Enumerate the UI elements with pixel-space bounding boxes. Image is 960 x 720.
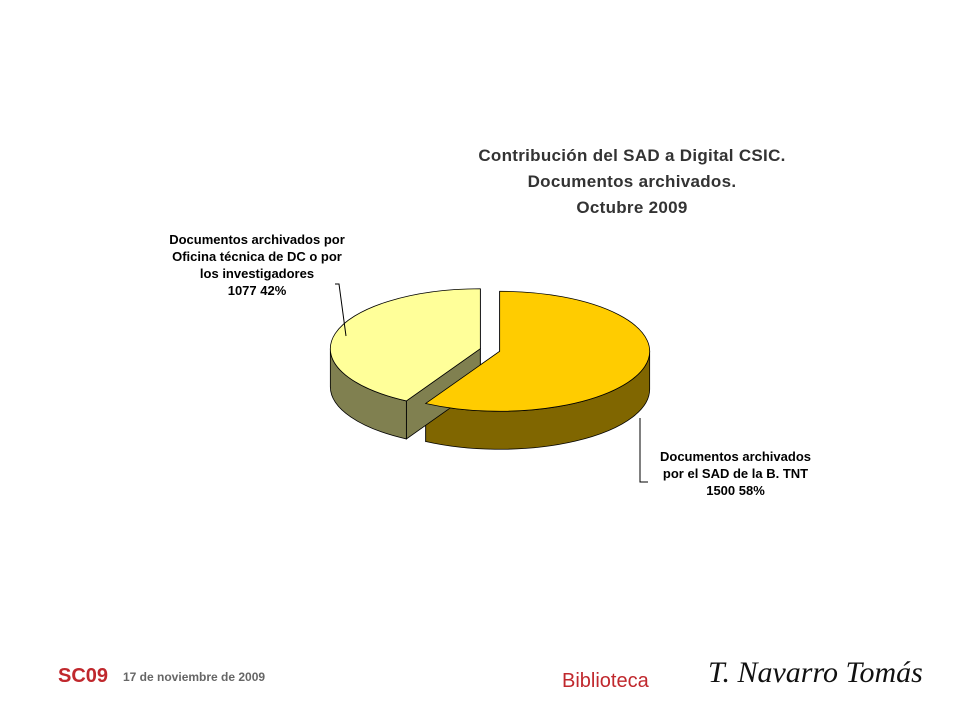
value-label: 1077 42% [227,283,287,298]
leader-line [335,283,347,337]
signature: T. Navarro Tomás [708,656,923,689]
footer-department: Biblioteca [562,670,649,692]
chart-title: Contribución del SAD a Digital CSIC. [478,146,786,165]
category-label: Documentos archivados por Oficina técnic… [169,232,345,281]
leader-line [639,418,648,483]
footer-code: SC09 [58,665,109,687]
slice-label: Documentos archivados por Oficina técnic… [162,231,352,299]
slice [329,288,481,402]
value-label: 1500 58% [706,483,765,498]
chart-title: Documentos archivados. [527,172,737,191]
slice-label: Documentos archivados por el SAD de la B… [648,448,823,499]
chart-title: Octubre 2009 [576,198,688,217]
slice [424,290,651,412]
footer-date: 17 de noviembre de 2009 [123,670,266,684]
category-label: Documentos archivados por el SAD de la B… [660,449,811,481]
pie [329,288,651,450]
